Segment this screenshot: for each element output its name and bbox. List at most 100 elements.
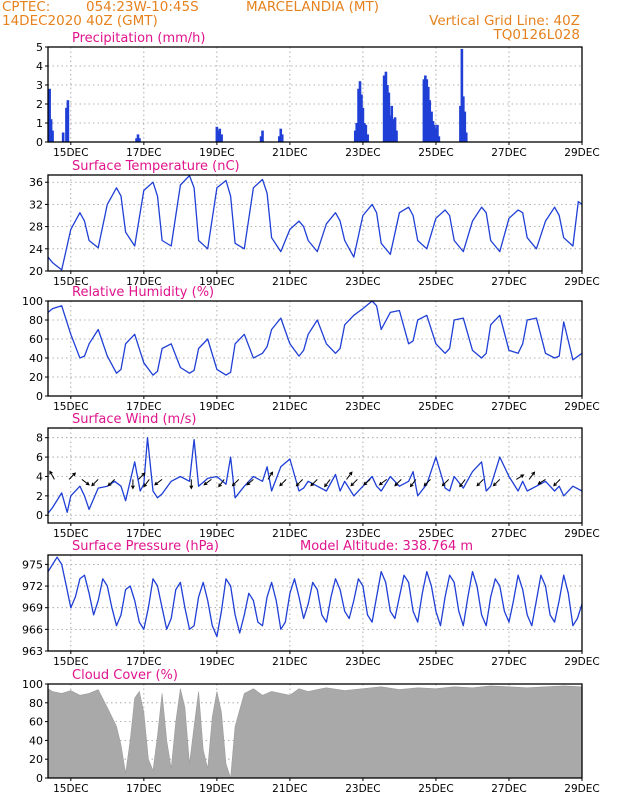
panel-precip: 0 1 2 3 4 5 15DEC 17DEC 19DEC 21DEC 23DEC 25DEC 27DE… [36,31,600,159]
x-tick-label: 21DEC [272,276,307,288]
wind-vector [441,479,450,487]
precip-bar [135,138,138,142]
y-tick-label: 0 [36,772,43,785]
x-tick-label: 15DEC [53,401,88,413]
precip-bar [422,79,426,142]
x-tick-label: 29DEC [564,276,599,288]
wind-vector [459,479,466,488]
x-tick-label: 25DEC [418,276,453,288]
precip-bar [364,124,368,142]
y-tick-label: 2 [36,98,43,111]
wind-vector [107,479,115,487]
precip-bar [384,71,388,142]
wind-vector [279,479,287,487]
precip-bar [425,79,429,142]
panel-frame [47,300,583,397]
wind-vector [68,472,77,480]
precip-bar [353,130,357,142]
y-tick-label: 24 [29,243,43,256]
wind-vector [492,479,501,487]
y-tick-label: 2 [36,490,43,503]
precip-bar [433,124,436,142]
precip-bar [218,128,222,142]
cloud-area [47,685,583,779]
y-tick-label: 100 [22,678,43,691]
x-tick-label: 19DEC [199,783,234,795]
wind-vector [350,479,358,487]
precip-bar [358,81,362,142]
wind-vector [154,479,163,486]
y-tick-label: 100 [22,295,43,308]
wind-vector [143,479,150,488]
y-tick-label: 1 [36,117,43,130]
precip-bar [65,107,68,142]
x-tick-label: 19DEC [199,401,234,413]
y-tick-label: 36 [29,176,43,189]
x-tick-label: 15DEC [53,528,88,540]
y-tick-label: 4 [36,470,43,483]
y-tick-label: 5 [36,41,43,54]
x-tick-label: 25DEC [418,783,453,795]
x-tick-label: 25DEC [418,401,453,413]
y-tick-label: 40 [29,734,43,747]
precip-bar [424,75,427,142]
precip-bar [459,105,462,142]
precip-bar [395,130,398,142]
x-tick-label: 27DEC [491,528,526,540]
wind-vector [553,479,561,487]
y-tick-label: 963 [22,645,43,658]
x-tick-label: 25DEC [418,528,453,540]
y-tick-label: 972 [22,580,43,593]
y-tick-label: 6 [36,451,43,464]
precip-bar [382,75,386,142]
precip-bar [360,94,363,142]
wind-vector [189,479,194,490]
wind-vector [394,479,402,487]
coords-label: 054:23W-10:45S [86,0,199,15]
x-tick-label: 23DEC [345,147,380,159]
panel-title: Surface Temperature (nC) [72,159,240,174]
x-tick-label: 19DEC [199,656,234,668]
source-label: CPTEC: [2,0,51,15]
precip-bar [66,100,70,142]
precip-bar [430,111,433,142]
x-tick-label: 29DEC [564,147,599,159]
x-tick-label: 17DEC [126,401,161,413]
panel-rh: 0 20 40 60 80 100 15DEC 17DEC 19DEC 21DEC 23DEC 25D… [22,285,600,413]
precip-bar [278,136,281,142]
x-tick-label: 27DEC [491,783,526,795]
precip-bar [390,105,394,142]
precip-bar [355,123,359,142]
wind-line [47,437,583,514]
panel-title: Surface Wind (m/s) [72,412,196,427]
panel-cloud: 0 20 40 60 80 100 15DEC 17DEC 19DEC 21DEC 23DEC 25D… [22,668,600,795]
y-tick-label: 60 [29,333,43,346]
rh-line [47,300,583,376]
x-tick-label: 23DEC [345,656,380,668]
y-tick-label: 969 [22,602,43,615]
y-tick-label: 4 [36,60,43,73]
panel-frame [47,554,583,652]
precip-bar [386,85,389,142]
x-tick-label: 27DEC [491,276,526,288]
wind-vector [363,479,371,486]
x-tick-label: 27DEC [491,656,526,668]
x-tick-label: 23DEC [345,528,380,540]
panel-frame [47,683,583,779]
x-tick-label: 17DEC [126,656,161,668]
y-tick-label: 966 [22,623,43,636]
y-tick-label: 975 [22,558,43,571]
date-label: 14DEC2020 40Z (GMT) [2,13,158,29]
wind-vector [203,479,212,486]
x-tick-label: 25DEC [418,147,453,159]
x-tick-label: 15DEC [53,147,88,159]
y-tick-label: 20 [29,753,43,766]
precip-bar [437,136,441,142]
wind-vector [49,470,55,480]
precip-bar [389,115,392,142]
wind-vector [310,479,318,487]
panel-title: Cloud Cover (%) [72,668,178,683]
y-tick-label: 28 [29,221,43,234]
precip-bar [387,92,391,142]
